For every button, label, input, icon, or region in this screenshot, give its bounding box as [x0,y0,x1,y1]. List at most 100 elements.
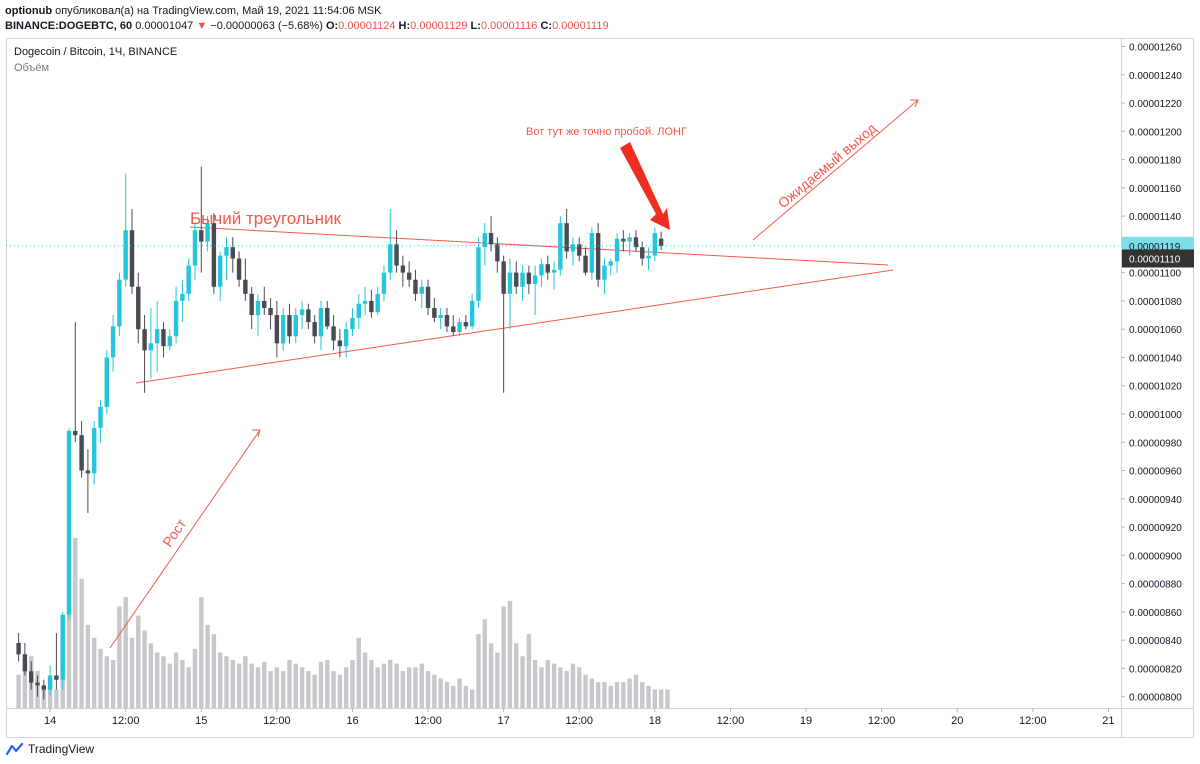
candle-body [482,233,487,248]
volume-bar [16,674,21,708]
volume-bar [501,606,506,708]
volume-bar [299,667,305,708]
time-tick-label: 12:00 [868,715,896,727]
candle-body [236,258,242,280]
volume-bar [217,652,223,708]
volume-bar [91,637,97,708]
footer-brand[interactable]: TradingView [28,742,95,756]
candle-body [507,272,513,294]
volume-bar [413,667,418,708]
volume-bar [98,648,103,708]
candle-body [388,244,393,273]
volume-bar [633,674,639,708]
candle-body [488,233,494,245]
volume-bar [274,667,280,708]
time-tick-label: 12:00 [414,715,442,727]
volume-bar [400,671,406,708]
candle-body [381,272,387,294]
volume-bar [173,652,179,708]
volume-bar [381,663,387,708]
alt-price-tag [1122,249,1194,268]
candle-body [154,329,160,344]
volume-bar [520,656,525,708]
candle-body [318,307,324,337]
candle-body [444,315,450,327]
candle-body [614,238,620,262]
candle-body [167,336,172,347]
time-axis[interactable]: 14 12:00 15 12:00 16 12:00 17 12:00 18 12:00 19 12:… [44,708,1115,727]
price-axis[interactable]: 0.00000800 0.00000820 0.00000840 0.00000860… [1121,42,1182,704]
volume-bar [318,661,324,708]
candle-body [255,300,261,316]
volume-bar [236,663,242,708]
price-tick-label: 0.00001140 [1129,212,1182,223]
volume-bar [136,615,141,708]
volume-bar [249,663,254,708]
candle-body [211,223,217,287]
volume-bar [419,663,424,708]
candle-body [577,244,582,256]
price-tick-label: 0.00001100 [1129,269,1182,280]
candle-body [274,315,280,344]
chart-legend-title: Dogecoin / Bitcoin, 1Ч, BINANCE [14,46,177,58]
published-text: опубликовал(а) на TradingView.com, Май 1… [55,5,382,17]
price-tick-label: 0.00001080 [1129,297,1182,308]
current-price-tag-label: 0.00001119 [1129,242,1181,253]
volume-bar [444,682,450,708]
candlestick-chart[interactable]: Dogecoin / Bitcoin, 1Ч, BINANCE Объём 0.… [6,38,1194,738]
candle-body [551,269,557,273]
volume-bar [545,659,550,708]
time-tick-label: 15 [195,715,207,727]
candle-body [66,430,72,615]
candle-body [325,307,330,327]
candle-body [148,343,154,351]
candle-body [457,322,462,333]
volume-bar [356,637,361,708]
publish-line: optionub опубликовал(а) на TradingView.c… [5,4,609,19]
price-tick-label: 0.00001000 [1129,410,1182,421]
chart-frame[interactable]: Dogecoin / Bitcoin, 1Ч, BINANCE Объём 0.… [6,38,1194,738]
candle-body [35,682,40,686]
volume-bar [180,659,185,708]
candle-body [136,286,141,330]
price-tick-label: 0.00001180 [1129,156,1182,167]
author-name[interactable]: optionub [5,5,53,17]
price-tick-label: 0.00000800 [1129,693,1182,704]
volume-bar [192,648,198,708]
volume-bar [268,671,273,708]
volume-bar [66,550,72,708]
candle-body [413,279,418,294]
growth-arrow-line [109,429,261,649]
volume-bar [469,689,475,708]
candle-body [501,261,506,294]
candle-body [583,255,588,273]
volume-bar [551,663,557,708]
time-tick-label: 21 [1102,715,1114,727]
price-tick-label: 0.00000940 [1129,495,1182,506]
alt-price-tag-label: 0.00001110 [1129,255,1181,266]
candle-body [369,300,374,313]
volume-bar [526,634,532,708]
volume-bar [627,678,632,708]
candle-body [394,244,399,266]
candle-body [570,244,576,252]
candle-body [186,265,191,294]
candle-body [608,261,613,266]
candle-body [495,244,500,262]
volume-bar [362,652,368,708]
volume-bar [514,643,519,708]
volume-bar [394,663,399,708]
candle-body [350,317,355,330]
volume-bar [507,600,513,708]
volume-bar [658,689,664,708]
volume-bar [104,656,109,708]
ohlc-line: BINANCE:DOGEBTC, 60 0.00001047 ▼ −0.0000… [5,19,609,34]
volume-bars [16,538,670,708]
low-value: 0.00001116 [480,20,538,32]
footer: TradingView [6,740,94,758]
volume-bar [425,671,431,708]
tradingview-logo-icon[interactable] [6,742,24,756]
candle-body [280,315,286,344]
candle-body [514,272,519,287]
candle-body [173,300,179,337]
